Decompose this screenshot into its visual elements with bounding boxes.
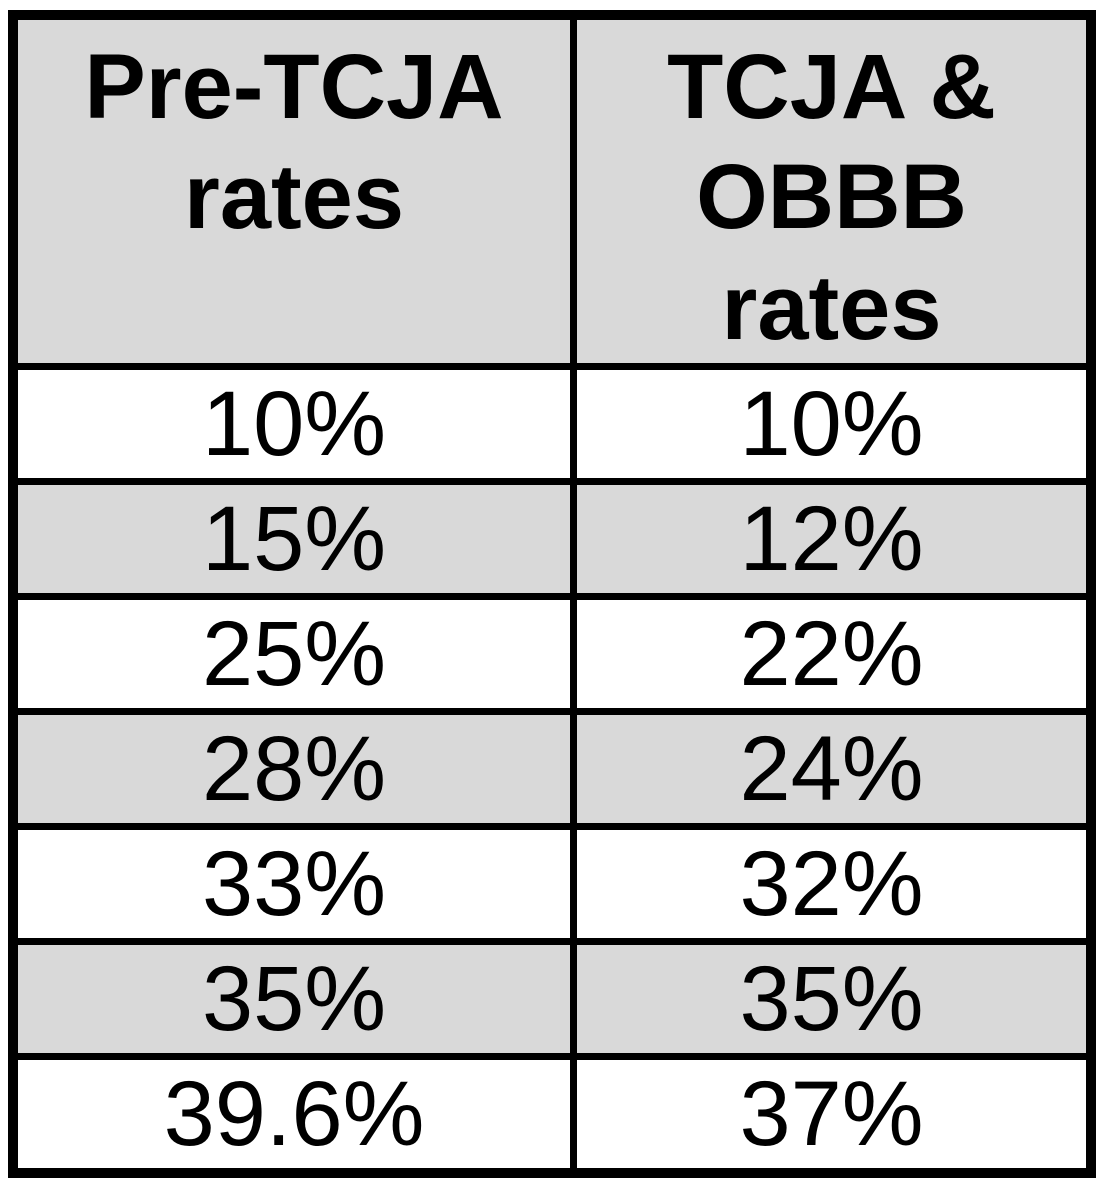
pre-tcja-rate-cell: 15% [9, 478, 578, 601]
table-header-row: Pre-TCJA rates TCJA & OBBB rates [9, 11, 1095, 371]
table-row: 33% 32% [9, 823, 1095, 946]
pre-tcja-rate-cell: 33% [9, 823, 578, 946]
pre-tcja-rate-cell: 35% [9, 938, 578, 1061]
pre-tcja-rate-cell: 39.6% [9, 1053, 578, 1177]
tcja-obbb-rate-cell: 10% [570, 363, 1095, 486]
table-row: 35% 35% [9, 938, 1095, 1061]
tax-rates-table-container: Pre-TCJA rates TCJA & OBBB rates 10% 10%… [8, 10, 1096, 1179]
column-header-tcja-obbb-rates: TCJA & OBBB rates [570, 11, 1095, 371]
tcja-obbb-rate-cell: 35% [570, 938, 1095, 1061]
tcja-obbb-rate-cell: 37% [570, 1053, 1095, 1177]
pre-tcja-rate-cell: 10% [9, 363, 578, 486]
tcja-obbb-rate-cell: 22% [570, 593, 1095, 716]
pre-tcja-rate-cell: 25% [9, 593, 578, 716]
tcja-obbb-rate-cell: 32% [570, 823, 1095, 946]
table-row: 39.6% 37% [9, 1053, 1095, 1177]
table-row: 25% 22% [9, 593, 1095, 716]
tcja-obbb-rate-cell: 12% [570, 478, 1095, 601]
tax-rates-comparison-table: Pre-TCJA rates TCJA & OBBB rates 10% 10%… [8, 10, 1096, 1179]
table-row: 15% 12% [9, 478, 1095, 601]
table-row: 28% 24% [9, 708, 1095, 831]
tcja-obbb-rate-cell: 24% [570, 708, 1095, 831]
column-header-pre-tcja-rates: Pre-TCJA rates [9, 11, 578, 371]
table-row: 10% 10% [9, 363, 1095, 486]
pre-tcja-rate-cell: 28% [9, 708, 578, 831]
